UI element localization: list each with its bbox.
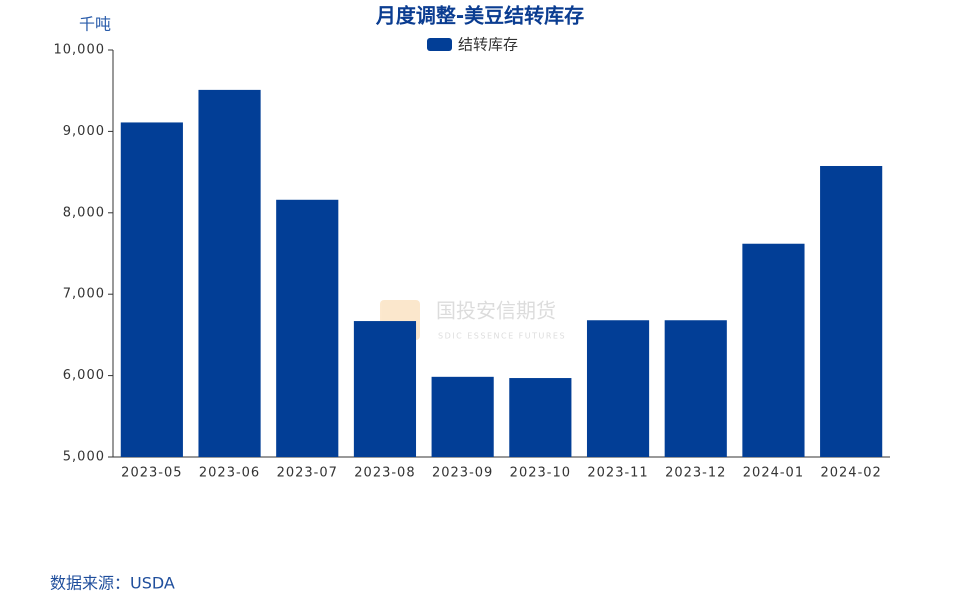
bar (742, 243, 805, 457)
x-tick-label: 2023-07 (277, 466, 338, 481)
bar (664, 320, 727, 457)
y-tick-label: 5,000 (63, 450, 105, 465)
source: 数据来源：USDA (50, 574, 175, 593)
x-tick-label: 2024-01 (743, 466, 804, 481)
bar (353, 321, 417, 457)
bar (820, 165, 883, 457)
x-tick-label: 2024-02 (820, 466, 881, 481)
bar (120, 122, 183, 458)
y-tick-label: 10,000 (54, 43, 106, 58)
x-tick-label: 2023-09 (432, 466, 493, 481)
watermark-text: 国投安信期货 (436, 299, 556, 323)
x-tick-label: 2023-06 (199, 466, 260, 481)
y-tick-label: 8,000 (63, 205, 105, 220)
x-tick-label: 2023-12 (665, 466, 726, 481)
x-tick-label: 2023-08 (354, 466, 415, 481)
y-axis-label: 千吨 (79, 15, 111, 34)
legend-label: 结转库存 (458, 36, 518, 54)
bar (431, 376, 494, 457)
x-tick-label: 2023-05 (121, 466, 182, 481)
legend-swatch (427, 38, 452, 51)
y-tick-label: 7,000 (63, 287, 105, 302)
watermark-subtitle: SDIC ESSENCE FUTURES (438, 332, 566, 341)
chart-title: 月度调整-美豆结转库存 (375, 4, 584, 28)
y-tick-label: 9,000 (63, 124, 105, 139)
bar (509, 378, 572, 457)
bar (586, 320, 650, 457)
y-tick-label: 6,000 (63, 368, 105, 383)
x-tick-label: 2023-11 (587, 466, 648, 481)
x-tick-label: 2023-10 (510, 466, 571, 481)
bar (276, 199, 339, 457)
bar (198, 89, 261, 458)
